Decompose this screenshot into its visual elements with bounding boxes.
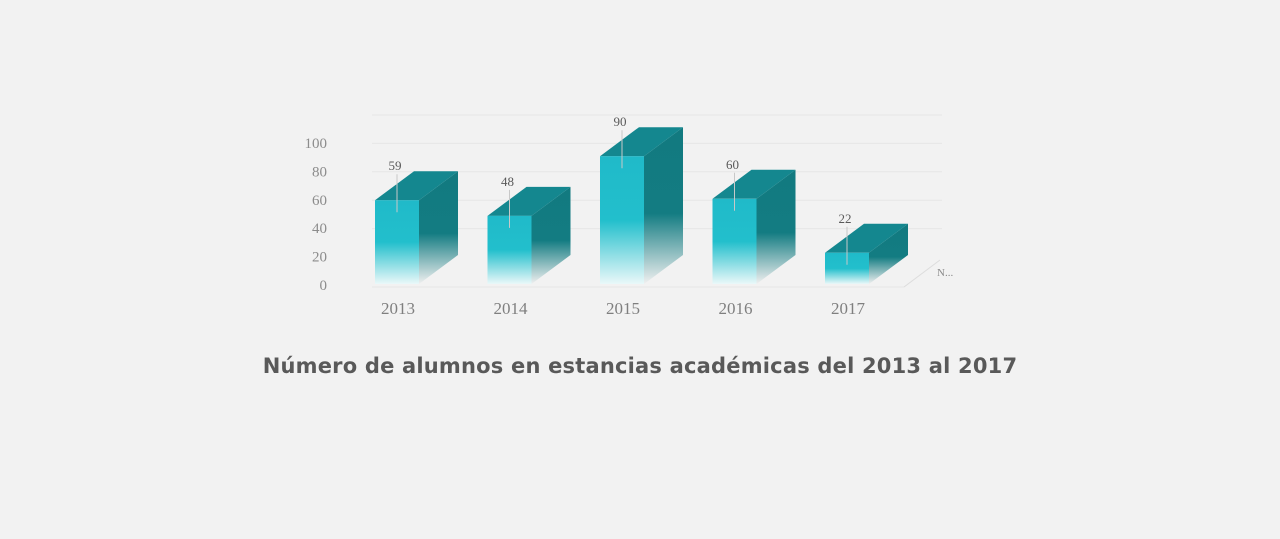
chart-caption: Número de alumnos en estancias académica…: [262, 354, 1018, 378]
bars: [375, 127, 908, 284]
y-tick-label: 20: [312, 250, 327, 266]
bar-top-face: [825, 223, 908, 253]
y-axis: 0 20 40 60 80 100: [305, 136, 328, 294]
y-tick-label: 100: [305, 136, 328, 152]
bar-side-face: [644, 127, 683, 284]
bar-side-face: [869, 223, 908, 284]
y-tick-label: 60: [312, 193, 327, 209]
data-labels: 59 48 90 60 22: [389, 114, 852, 265]
data-label: 90: [614, 114, 627, 129]
bar-top-face: [487, 186, 571, 216]
bar-top-face: [600, 127, 683, 157]
x-tick-label: 2016: [719, 299, 753, 318]
bar-side-face: [756, 169, 796, 284]
x-tick-label: 2013: [381, 299, 415, 318]
bar-front-face: [375, 200, 419, 284]
x-tick-label: 2015: [606, 299, 640, 318]
bar-2016: [712, 169, 796, 284]
bar-top-face: [712, 169, 796, 199]
x-tick-label: 2017: [831, 299, 866, 318]
bar-side-face: [419, 171, 458, 284]
data-label: 48: [501, 174, 514, 189]
bar-top-face: [375, 171, 458, 201]
bar-2015: [600, 127, 683, 284]
y-tick-label: 0: [320, 278, 328, 294]
depth-axis-label: N...: [937, 267, 953, 279]
bar-front-face: [712, 198, 757, 284]
bar-front-face: [600, 156, 644, 284]
bar-2017: [825, 223, 908, 284]
depth-axis-line: [903, 259, 941, 288]
bar-2014: [487, 186, 571, 284]
bar-2013: [375, 171, 458, 284]
data-label: 59: [389, 158, 402, 173]
x-tick-label: 2014: [494, 299, 529, 318]
bar-side-face: [531, 186, 571, 284]
data-label: 22: [839, 211, 852, 226]
x-axis: 2013 2014 2015 2016 2017: [381, 299, 866, 318]
y-tick-label: 40: [312, 221, 327, 237]
data-label: 60: [726, 157, 739, 172]
y-tick-label: 80: [312, 164, 327, 180]
